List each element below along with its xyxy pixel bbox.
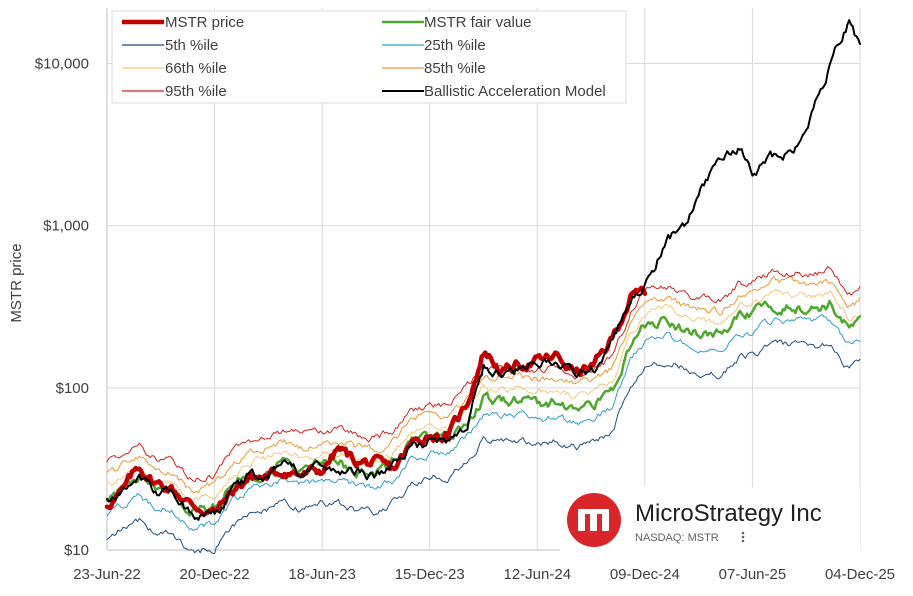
legend-label: 95th %ile [165,83,227,100]
x-tick-label: 15-Dec-23 [395,566,465,583]
x-axis: 23-Jun-22 20-Dec-22 18-Jun-23 15-Dec-23 12-J… [73,566,895,583]
company-logo: MicroStrategy Inc NASDAQ: MSTR [560,487,860,551]
series-line-66th-ile [106,288,861,506]
legend: MSTR price MSTR fair value 5th %ile 25th %i… [111,10,627,104]
y-axis: $10 $100 $1,000 $10,000 [35,56,89,559]
y-axis-title: MSTR price [8,243,25,322]
series-line-mstr-price [104,285,648,518]
legend-label: Ballistic Acceleration Model [424,83,606,100]
x-tick-label: 09-Dec-24 [610,566,680,583]
x-tick-label: 07-Jun-25 [719,566,787,583]
legend-box [111,10,627,104]
exchange-ticker: NASDAQ: MSTR [635,532,719,544]
series-line-ballistic-acceleration-model [106,19,861,521]
legend-label: MSTR price [165,14,244,31]
x-tick-label: 23-Jun-22 [73,566,141,583]
legend-label: MSTR fair value [424,14,532,31]
y-tick-label: $10 [64,542,89,559]
series-line-85th-ile [106,275,861,494]
series-layer [104,19,862,554]
vertical-dots-icon[interactable] [741,531,745,543]
x-tick-label: 12-Jun-24 [504,566,572,583]
legend-label: 5th %ile [165,37,218,54]
x-tick-label: 18-Jun-23 [288,566,356,583]
series-line-5th-ile [106,339,861,554]
logo-m-glyph-icon [578,509,609,531]
legend-label: 85th %ile [424,60,486,77]
x-tick-label: 04-Dec-25 [825,566,895,583]
y-tick-label: $100 [56,380,89,397]
legend-label: 25th %ile [424,37,486,54]
x-tick-label: 20-Dec-22 [180,566,250,583]
y-tick-label: $10,000 [35,56,89,73]
series-line-25th-ile [106,313,861,531]
company-name: MicroStrategy Inc [635,500,822,527]
legend-label: 66th %ile [165,60,227,77]
y-tick-label: $1,000 [43,218,89,235]
